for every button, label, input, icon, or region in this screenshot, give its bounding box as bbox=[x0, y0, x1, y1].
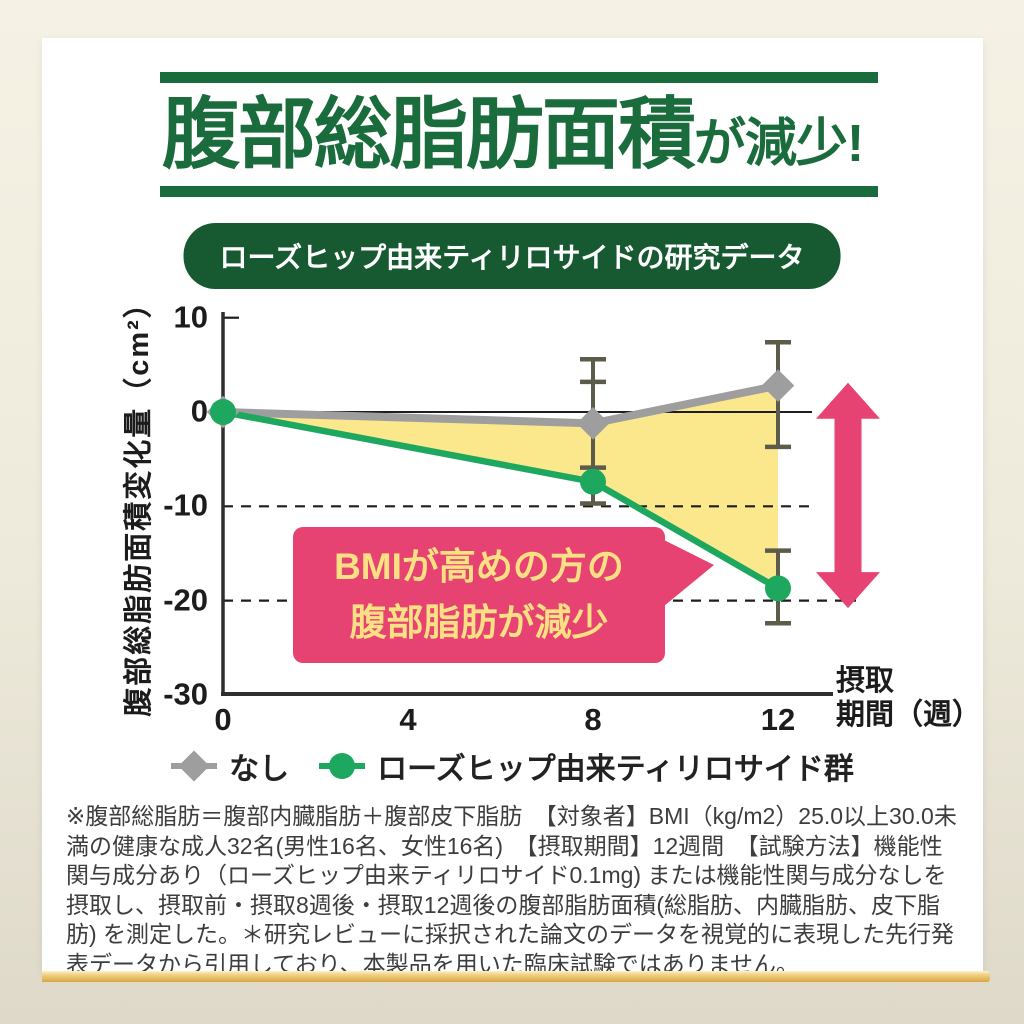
bmi-callout: BMIが高めの方の 腹部脂肪が減少 bbox=[293, 527, 665, 663]
x-tick-label: 12 bbox=[760, 702, 796, 737]
legend-item-tiliroside: ローズヒップ由来ティリロサイド群 bbox=[319, 744, 854, 788]
x-tick-label: 8 bbox=[584, 702, 602, 737]
x-tick-label: 4 bbox=[399, 702, 417, 737]
legend-label-none: なし bbox=[229, 753, 290, 786]
y-tick-label: -10 bbox=[163, 487, 208, 523]
title-main-text: 腹部総脂肪面積 bbox=[161, 90, 696, 178]
circle-marker-icon bbox=[319, 750, 366, 782]
title-bottom-rule bbox=[160, 186, 878, 197]
y-tick-label: 0 bbox=[190, 393, 208, 429]
x-axis-title-line1: 摂取 bbox=[836, 665, 895, 697]
footnote-text: ※腹部総脂肪＝腹部内臓脂肪＋腹部皮下脂肪 【対象者】BMI（kg/m2）25.0… bbox=[66, 803, 957, 977]
y-axis-ticks: 10 0 -10 -20 -30 bbox=[100, 0, 208, 1024]
y-tick-label: -20 bbox=[163, 581, 208, 617]
legend-label-tiliroside: ローズヒップ由来ティリロサイド群 bbox=[377, 753, 854, 786]
x-axis-ticks: 0 4 8 12 bbox=[0, 702, 1024, 742]
title-top-rule bbox=[160, 72, 878, 83]
y-tick-label: 10 bbox=[173, 298, 208, 334]
legend-item-none: なし bbox=[171, 744, 289, 788]
x-tick-label: 0 bbox=[214, 702, 232, 737]
page-title: 腹部総脂肪面積が減少! bbox=[42, 82, 983, 186]
diamond-marker-icon bbox=[171, 750, 218, 782]
footer-gold-bar bbox=[42, 971, 990, 982]
x-axis-title-line2: 期間（週） bbox=[836, 699, 982, 731]
x-axis-title: 摂取 期間（週） bbox=[836, 664, 981, 732]
y-tick-label: -30 bbox=[163, 676, 208, 712]
study-data-badge: ローズヒップ由来ティリロサイドの研究データ bbox=[183, 223, 841, 289]
title-suffix-text: が減少! bbox=[693, 115, 864, 173]
callout-line1: BMIが高めの方の bbox=[334, 546, 624, 587]
chart-legend: なし ローズヒップ由来ティリロサイド群 bbox=[42, 744, 983, 788]
callout-line2: 腹部脂肪が減少 bbox=[349, 602, 609, 643]
